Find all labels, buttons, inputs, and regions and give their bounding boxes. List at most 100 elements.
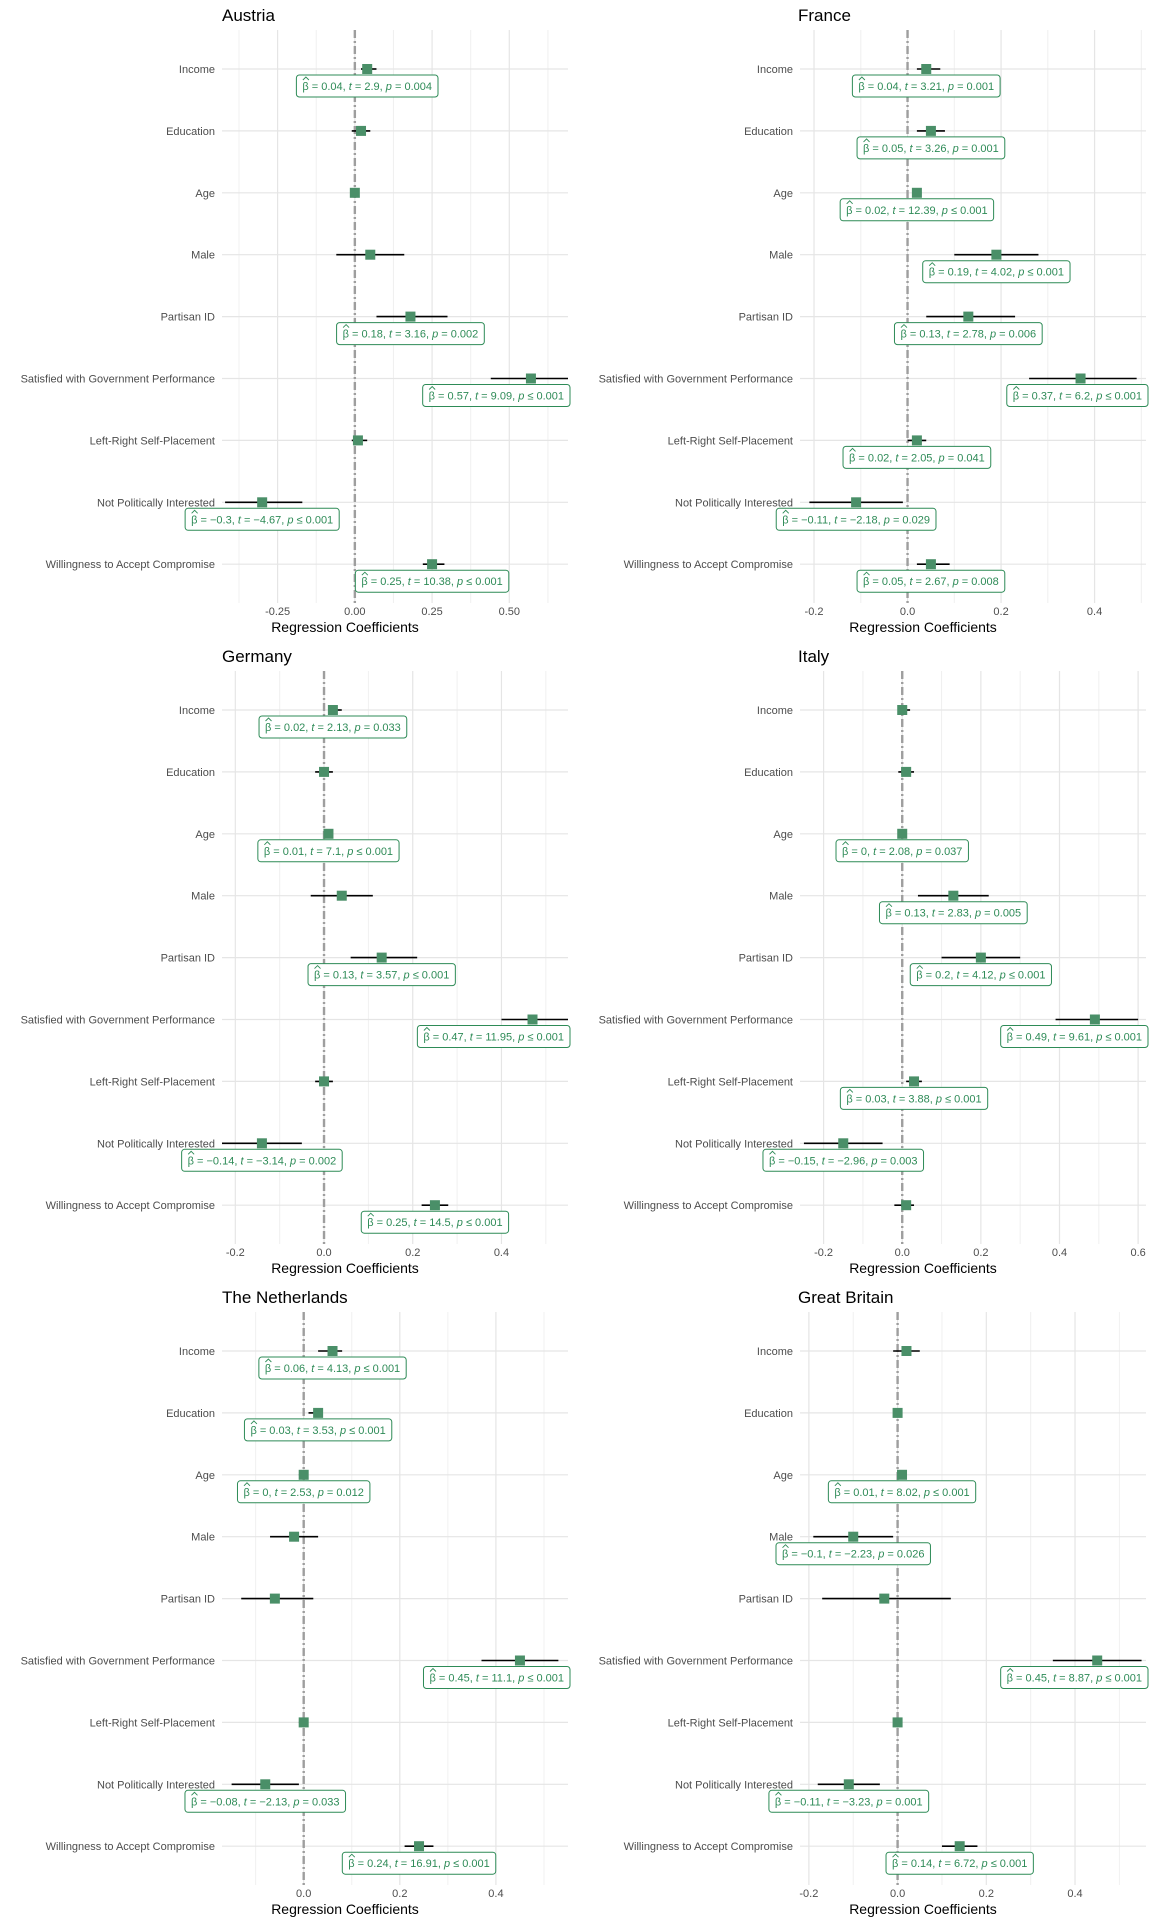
- y-tick-label: Not Politically Interested: [675, 497, 793, 509]
- coefficient-annotation: β = 0.05, t = 3.26, p = 0.001: [856, 136, 1006, 160]
- coefficient-annotation: β = 0.03, t = 3.53, p ≤ 0.001: [243, 1418, 393, 1442]
- y-tick-label: Education: [744, 1408, 793, 1420]
- beta-hat: [928, 262, 936, 267]
- coefficient-point: [414, 1841, 425, 1852]
- coefficient-annotation: β = 0.04, t = 3.21, p = 0.001: [851, 74, 1001, 98]
- beta-hat: [250, 1420, 258, 1425]
- chart-panel-4: The Netherlands Income Education Age Male Par…: [21, 1288, 571, 1917]
- annotation-box: [839, 1086, 989, 1110]
- y-tick-label: Income: [179, 705, 215, 717]
- y-tick-label: Male: [191, 250, 215, 262]
- coefficient-point: [327, 705, 338, 715]
- y-tick-label: Satisfied with Government Performance: [21, 1656, 215, 1668]
- y-tick-label: Satisfied with Government Performance: [599, 374, 793, 386]
- annotation-text: β = −0.3, t = −4.67, p ≤ 0.001: [191, 514, 333, 526]
- x-tick-label: 0.25: [421, 606, 442, 618]
- chart-panel-1: France Income Education Age Male Partisan ID S…: [599, 6, 1149, 635]
- annotation-box: [422, 384, 571, 407]
- coefficient-point: [289, 1531, 300, 1542]
- beta-hat: [429, 1667, 437, 1672]
- coefficient-point: [352, 435, 363, 446]
- y-tick-label: Left-Right Self-Placement: [668, 435, 793, 447]
- beta-hat: [842, 841, 849, 846]
- y-tick-label: Satisfied with Government Performance: [599, 1015, 793, 1027]
- beta-hat: [916, 964, 924, 969]
- x-axis-title: Regression Coefficients: [849, 1260, 997, 1276]
- coefficient-point: [892, 1717, 903, 1728]
- beta-hat: [892, 1853, 899, 1858]
- annotation-text: β = 0.49, t = 9.61, p ≤ 0.001: [1007, 1032, 1142, 1044]
- beta-hat: [900, 323, 908, 328]
- beta-hat: [342, 323, 350, 328]
- annotation-box: [856, 569, 1006, 593]
- annotation-box: [354, 569, 510, 593]
- annotation-text: β = 0.03, t = 3.53, p ≤ 0.001: [250, 1425, 385, 1437]
- beta-hat: [863, 571, 870, 576]
- coefficient-annotation: β = 0.06, t = 4.13, p ≤ 0.001: [258, 1356, 407, 1380]
- annotation-box: [885, 1851, 1034, 1875]
- y-tick-label: Left-Right Self-Placement: [90, 435, 215, 447]
- annotation-text: β = 0.24, t = 16.91, p ≤ 0.001: [348, 1858, 489, 1870]
- chart-panel-2: Germany Income Education Age Male Partisan ID…: [21, 647, 571, 1276]
- annotation-box: [258, 1356, 407, 1380]
- beta-hat: [264, 841, 271, 846]
- beta-hat: [243, 1482, 251, 1487]
- annotation-text: β = 0.45, t = 11.1, p ≤ 0.001: [429, 1673, 564, 1685]
- coefficient-point: [1089, 1014, 1100, 1025]
- x-axis-title: Regression Coefficients: [271, 1260, 419, 1276]
- coefficient-annotation: β = 0.01, t = 7.1, p ≤ 0.001: [257, 839, 400, 863]
- beta-hat: [846, 1088, 854, 1093]
- x-tick-label: 0.0: [900, 606, 915, 618]
- annotation-text: β = 0.14, t = 6.72, p ≤ 0.001: [892, 1858, 1027, 1870]
- coefficient-point: [269, 1593, 280, 1604]
- annotation-text: β = 0.02, t = 2.13, p = 0.033: [265, 722, 401, 734]
- annotation-box: [762, 1148, 925, 1172]
- panel-title: The Netherlands: [222, 1288, 348, 1307]
- annotation-box: [181, 1148, 343, 1172]
- y-tick-label: Not Politically Interested: [97, 1779, 215, 1791]
- annotation-box: [893, 322, 1043, 346]
- x-axis-title: Regression Coefficients: [271, 619, 419, 635]
- panel-title: France: [798, 6, 851, 25]
- annotation-text: β = 0.04, t = 3.21, p = 0.001: [858, 81, 994, 93]
- coefficient-point: [323, 828, 334, 839]
- x-tick-label: -0.2: [814, 1247, 833, 1259]
- annotation-box: [360, 1210, 510, 1234]
- coefficient-point: [975, 952, 986, 963]
- x-tick-label: 0.2: [973, 1247, 988, 1259]
- y-tick-label: Partisan ID: [739, 312, 793, 324]
- x-tick-label: 0.4: [494, 1247, 509, 1259]
- annotation-box: [851, 74, 1001, 98]
- coefficient-annotation: β = 0.03, t = 3.88, p ≤ 0.001: [839, 1086, 989, 1110]
- coefficient-point: [319, 766, 330, 777]
- y-tick-label: Income: [757, 64, 793, 76]
- x-tick-label: 0.2: [993, 606, 1008, 618]
- annotation-box: [839, 198, 995, 222]
- annotation-text: β = −0.11, t = −3.23, p = 0.001: [775, 1796, 923, 1808]
- chart-panel-0: Austria Income Education Age Male Partisan ID…: [21, 6, 571, 635]
- annotation-text: β = 0.37, t = 6.2, p ≤ 0.001: [1013, 391, 1142, 403]
- coefficient-point: [527, 1014, 538, 1025]
- beta-hat: [361, 571, 369, 576]
- y-tick-label: Satisfied with Government Performance: [599, 1656, 793, 1668]
- annotation-box: [909, 963, 1052, 987]
- annotation-text: β = 0.57, t = 9.09, p ≤ 0.001: [429, 391, 564, 403]
- y-tick-label: Age: [773, 829, 793, 841]
- y-tick-label: Willingness to Accept Compromise: [46, 559, 215, 571]
- x-axis-title: Regression Coefficients: [271, 1901, 419, 1917]
- coefficient-annotation: β = 0, t = 2.08, p = 0.037: [835, 839, 969, 863]
- beta-hat: [314, 964, 321, 969]
- coefficient-annotation: β = −0.1, t = −2.23, p = 0.026: [775, 1542, 931, 1566]
- coefficient-point: [963, 311, 974, 322]
- annotation-box: [258, 715, 408, 739]
- coefficient-point: [257, 497, 268, 508]
- coefficient-annotation: β = −0.11, t = −2.18, p = 0.029: [775, 507, 937, 531]
- beta-hat: [1006, 1667, 1014, 1672]
- annotation-box: [307, 963, 456, 987]
- coefficient-point: [514, 1655, 525, 1666]
- annotation-box: [341, 1851, 497, 1875]
- coefficient-annotation: β = 0.13, t = 2.78, p = 0.006: [893, 322, 1043, 346]
- annotation-text: β = −0.11, t = −2.18, p = 0.029: [782, 514, 930, 526]
- annotation-box: [878, 901, 1028, 925]
- x-axis-title: Regression Coefficients: [849, 1901, 997, 1917]
